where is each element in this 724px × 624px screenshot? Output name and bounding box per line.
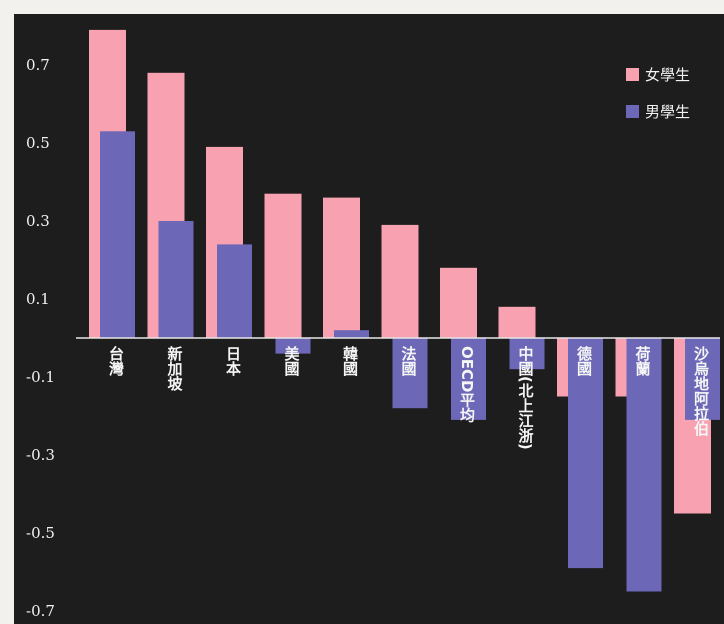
bar-male (334, 330, 369, 338)
bar-male (275, 338, 311, 354)
bar-female (323, 197, 360, 338)
bar-male (685, 338, 720, 420)
category-labels: 台灣 新加坡 日本 美國 韓國 法國 OECD平均 中國(北上江浙) 德國 荷蘭 沙烏地阿拉伯 (107, 345, 710, 450)
category-label: 德國 (575, 345, 593, 377)
bar-male (217, 244, 252, 338)
legend-label: 女學生 (645, 66, 690, 84)
bar-female (440, 267, 477, 338)
bar-female (381, 224, 419, 338)
bars (89, 29, 720, 592)
chart-panel: 0.7 0.5 0.3 0.1 -0.1 -0.3 -0.5 -0.7 台灣 新加坡 日本 美國 韓國… (14, 14, 724, 624)
bar-female (264, 193, 302, 338)
category-label: 日本 (224, 346, 242, 377)
bar-male (100, 131, 135, 338)
bar-male (568, 338, 603, 569)
category-label: 美國 (283, 345, 301, 377)
category-label: 沙烏地阿拉伯 (692, 346, 710, 437)
category-label: OECD平均 (458, 346, 476, 424)
category-label: 荷蘭 (634, 345, 652, 377)
legend-swatch (626, 105, 639, 118)
y-tick-label: -0.7 (26, 602, 55, 620)
y-tick-label: 0.7 (26, 56, 50, 74)
y-tick-label: -0.1 (26, 368, 55, 386)
y-tick-label: 0.3 (26, 212, 50, 230)
bar-male (626, 338, 662, 592)
bar-male (392, 338, 428, 409)
category-label: 中國(北上江浙) (517, 345, 535, 450)
bar-female (498, 306, 536, 338)
legend-label: 男學生 (645, 103, 690, 121)
y-axis-ticks: 0.7 0.5 0.3 0.1 -0.1 -0.3 -0.5 -0.7 (26, 56, 55, 620)
bar-male (509, 338, 545, 370)
bar-male (451, 338, 486, 420)
category-label: 台灣 (107, 345, 125, 377)
bar-male (158, 221, 194, 338)
y-tick-label: 0.1 (26, 290, 50, 308)
bar-chart: 0.7 0.5 0.3 0.1 -0.1 -0.3 -0.5 -0.7 台灣 新加坡 日本 美國 韓國… (26, 29, 720, 620)
category-label: 韓國 (341, 345, 359, 377)
category-label: 新加坡 (166, 345, 184, 392)
y-tick-label: 0.5 (26, 134, 50, 152)
y-tick-label: -0.3 (26, 446, 55, 464)
legend-swatch (626, 68, 639, 81)
y-tick-label: -0.5 (26, 524, 55, 542)
category-label: 法國 (400, 345, 418, 377)
